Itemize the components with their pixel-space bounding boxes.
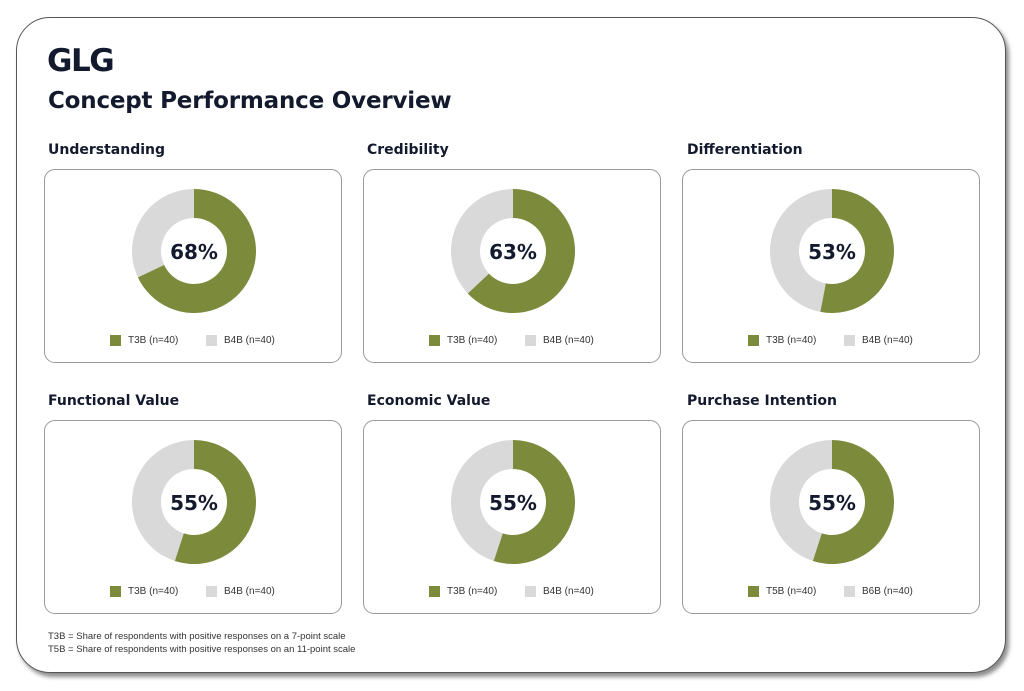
legend-item-positive: T5B (n=40) (748, 586, 816, 597)
donut-slice-positive (137, 189, 256, 313)
donut-center-label: 68% (170, 240, 218, 264)
legend-label: B4B (n=40) (862, 335, 913, 346)
donut-center-label: 55% (489, 491, 537, 515)
donut-slice-negative (770, 440, 832, 561)
panel-functional-value: 55% T3B (n=40) B4B (n=40) (44, 420, 342, 614)
legend-label: B4B (n=40) (224, 335, 275, 346)
donut-center-label: 55% (808, 491, 856, 515)
legend-swatch (110, 335, 121, 346)
legend-swatch (525, 335, 536, 346)
panel-title-understanding: Understanding (48, 142, 166, 158)
donut-slice-negative (770, 189, 832, 312)
panel-title-functional-value: Functional Value (48, 393, 180, 409)
footnote-t5b: T5B = Share of respondents with positive… (48, 644, 356, 655)
legend-label: B4B (n=40) (543, 335, 594, 346)
legend-swatch (525, 586, 536, 597)
glg-logo: GLG (47, 43, 115, 79)
legend-swatch (110, 586, 121, 597)
donut-slice-negative (132, 189, 194, 278)
donut-slice-positive (493, 440, 575, 564)
legend-label: B4B (n=40) (543, 586, 594, 597)
legend-swatch (748, 586, 759, 597)
panel-title-credibility: Credibility (367, 142, 449, 158)
donut-center-label: 55% (170, 491, 218, 515)
legend-label: T3B (n=40) (128, 586, 179, 597)
legend-label: B6B (n=40) (862, 586, 913, 597)
donut-slice-positive (467, 189, 575, 313)
page-title: Concept Performance Overview (48, 88, 452, 114)
panel-title-purchase-intention: Purchase Intention (687, 393, 837, 409)
legend-item-positive: T3B (n=40) (748, 335, 816, 346)
legend-item-negative: B4B (n=40) (525, 335, 594, 346)
panel-title-economic-value: Economic Value (367, 393, 491, 409)
panel-differentiation: 53% T3B (n=40) B4B (n=40) (682, 169, 980, 363)
legend-label: T3B (n=40) (447, 586, 498, 597)
legend-item-positive: T3B (n=40) (110, 586, 178, 597)
panel-understanding: 68% T3B (n=40) B4B (n=40) (44, 169, 342, 363)
footnotes: T3B = Share of respondents with positive… (48, 630, 355, 656)
legend-item-negative: B6B (n=40) (844, 586, 913, 597)
donut-slice-negative (451, 189, 513, 294)
donut-slice-negative (132, 440, 194, 561)
legend-swatch (429, 335, 440, 346)
legend-swatch (206, 335, 217, 346)
donut-chart: 55% (451, 440, 575, 564)
legend-label: T3B (n=40) (766, 335, 817, 346)
panel-purchase-intention: 55% T5B (n=40) B6B (n=40) (682, 420, 980, 614)
legend-label: T3B (n=40) (128, 335, 179, 346)
legend-swatch (429, 586, 440, 597)
legend-item-positive: T3B (n=40) (110, 335, 178, 346)
legend-swatch (206, 586, 217, 597)
donut-center-label: 63% (489, 240, 537, 264)
footnote-t3b: T3B = Share of respondents with positive… (48, 631, 346, 642)
panel-credibility: 63% T3B (n=40) B4B (n=40) (363, 169, 661, 363)
legend-item-negative: B4B (n=40) (206, 335, 275, 346)
legend-label: B4B (n=40) (224, 586, 275, 597)
panel-title-differentiation: Differentiation (687, 142, 803, 158)
legend-item-negative: B4B (n=40) (844, 335, 913, 346)
donut-slice-negative (451, 440, 513, 561)
legend-swatch (748, 335, 759, 346)
legend-swatch (844, 335, 855, 346)
legend-item-positive: T3B (n=40) (429, 586, 497, 597)
legend-label: T5B (n=40) (766, 586, 817, 597)
overview-card: GLG Concept Performance Overview Underst… (16, 17, 1006, 673)
donut-chart: 68% (132, 189, 256, 313)
donut-slice-positive (174, 440, 256, 564)
panel-economic-value: 55% T3B (n=40) B4B (n=40) (363, 420, 661, 614)
donut-center-label: 53% (808, 240, 856, 264)
legend-item-negative: B4B (n=40) (525, 586, 594, 597)
donut-slice-positive (812, 440, 894, 564)
legend-item-negative: B4B (n=40) (206, 586, 275, 597)
donut-chart: 55% (770, 440, 894, 564)
legend-item-positive: T3B (n=40) (429, 335, 497, 346)
donut-slice-positive (820, 189, 894, 313)
legend-swatch (844, 586, 855, 597)
legend-label: T3B (n=40) (447, 335, 498, 346)
donut-chart: 55% (132, 440, 256, 564)
donut-chart: 53% (770, 189, 894, 313)
donut-chart: 63% (451, 189, 575, 313)
